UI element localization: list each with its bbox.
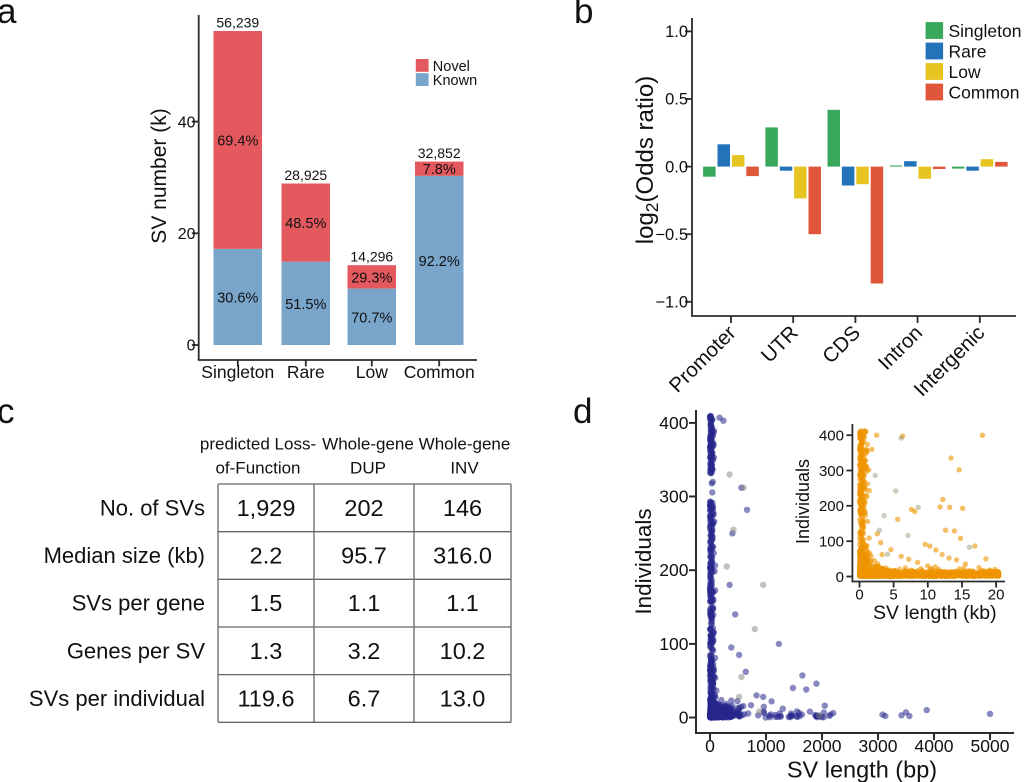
svg-text:0.5: 0.5 [665, 91, 688, 109]
svg-text:20: 20 [988, 587, 1005, 604]
svg-text:100: 100 [819, 534, 844, 551]
svg-text:−0.5: −0.5 [655, 226, 688, 244]
svg-text:0.0: 0.0 [665, 158, 688, 176]
svg-text:7.8%: 7.8% [423, 162, 456, 178]
svg-text:6.7: 6.7 [348, 686, 381, 712]
svg-text:SVs per gene: SVs per gene [72, 591, 205, 616]
svg-text:0: 0 [836, 569, 844, 586]
svg-text:95.7: 95.7 [341, 543, 387, 569]
svg-text:1,929: 1,929 [237, 495, 296, 521]
svg-text:0: 0 [855, 587, 863, 604]
svg-text:10.2: 10.2 [440, 638, 486, 664]
svg-text:Novel: Novel [433, 59, 470, 75]
svg-text:INV: INV [450, 459, 479, 478]
svg-text:Rare: Rare [287, 362, 325, 382]
svg-text:SV number (k): SV number (k) [148, 108, 171, 243]
svg-text:4000: 4000 [915, 736, 954, 756]
svg-text:SV length (bp): SV length (bp) [787, 757, 937, 782]
svg-text:48.5%: 48.5% [285, 216, 326, 232]
svg-text:51.5%: 51.5% [285, 297, 326, 313]
svg-text:316.0: 316.0 [433, 543, 492, 569]
svg-text:10: 10 [919, 587, 936, 604]
svg-text:Singleton: Singleton [949, 21, 1022, 41]
svg-text:1.0: 1.0 [665, 23, 688, 41]
svg-text:14,296: 14,296 [350, 249, 393, 265]
svg-text:log2(Odds ratio): log2(Odds ratio) [632, 76, 662, 244]
svg-text:Common: Common [949, 82, 1020, 102]
svg-text:3.2: 3.2 [348, 638, 381, 664]
svg-text:of-Function: of-Function [215, 459, 300, 478]
svg-text:400: 400 [659, 413, 688, 433]
svg-text:70.7%: 70.7% [351, 310, 392, 326]
svg-text:Low: Low [949, 62, 981, 82]
svg-text:56,239: 56,239 [216, 15, 259, 31]
svg-text:d: d [573, 392, 592, 431]
svg-text:b: b [574, 0, 593, 31]
svg-text:Median size (kb): Median size (kb) [44, 543, 205, 568]
svg-text:20: 20 [178, 226, 196, 243]
svg-text:Whole-gene: Whole-gene [419, 435, 511, 454]
svg-text:Common: Common [404, 362, 475, 382]
svg-text:300: 300 [659, 487, 688, 507]
svg-text:DUP: DUP [350, 459, 386, 478]
svg-text:5000: 5000 [971, 736, 1010, 756]
svg-text:200: 200 [819, 498, 844, 515]
svg-text:92.2%: 92.2% [419, 254, 460, 270]
svg-text:146: 146 [443, 495, 482, 521]
svg-text:200: 200 [659, 560, 688, 580]
svg-text:SVs per individual: SVs per individual [29, 686, 205, 711]
svg-text:1.3: 1.3 [250, 638, 283, 664]
svg-text:40: 40 [178, 114, 196, 131]
svg-text:Whole-gene: Whole-gene [322, 435, 414, 454]
svg-text:69.4%: 69.4% [217, 133, 258, 149]
svg-text:Genes per SV: Genes per SV [67, 638, 206, 663]
svg-text:30.6%: 30.6% [217, 291, 258, 307]
svg-text:No. of SVs: No. of SVs [100, 495, 205, 520]
svg-text:0: 0 [705, 736, 715, 756]
svg-text:−1.0: −1.0 [655, 294, 688, 312]
svg-text:0: 0 [679, 708, 689, 728]
svg-text:Rare: Rare [949, 41, 987, 61]
svg-text:Individuals: Individuals [793, 459, 813, 544]
svg-text:2000: 2000 [803, 736, 842, 756]
svg-text:0: 0 [187, 338, 196, 355]
svg-text:2.2: 2.2 [250, 543, 283, 569]
svg-text:13.0: 13.0 [440, 686, 486, 712]
svg-text:29.3%: 29.3% [351, 270, 392, 286]
svg-text:202: 202 [344, 495, 383, 521]
svg-text:1.1: 1.1 [348, 590, 381, 616]
svg-text:Individuals: Individuals [631, 508, 656, 614]
svg-text:300: 300 [819, 463, 844, 480]
svg-text:15: 15 [954, 587, 971, 604]
svg-text:1.1: 1.1 [446, 590, 479, 616]
svg-text:32,852: 32,852 [418, 145, 461, 161]
svg-text:28,925: 28,925 [284, 167, 327, 183]
svg-text:3000: 3000 [859, 736, 898, 756]
svg-text:SV length (kb): SV length (kb) [873, 602, 997, 624]
svg-text:5: 5 [889, 587, 897, 604]
svg-text:c: c [0, 392, 15, 431]
svg-text:a: a [0, 0, 17, 31]
svg-text:400: 400 [819, 428, 844, 445]
svg-text:100: 100 [659, 634, 688, 654]
svg-text:1000: 1000 [747, 736, 786, 756]
svg-text:Low: Low [356, 362, 388, 382]
svg-text:Singleton: Singleton [201, 362, 274, 382]
svg-text:119.6: 119.6 [237, 686, 294, 712]
svg-text:predicted Loss-: predicted Loss- [200, 435, 316, 454]
svg-text:1.5: 1.5 [250, 590, 283, 616]
svg-text:Known: Known [433, 73, 477, 89]
